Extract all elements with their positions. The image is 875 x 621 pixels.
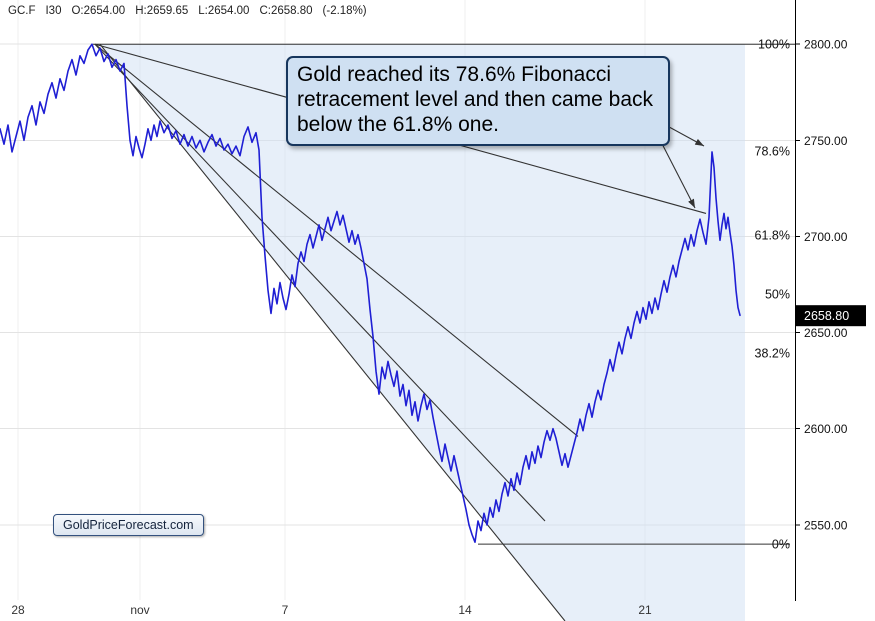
- annotation-callout[interactable]: Gold reached its 78.6% Fibonacci retrace…: [286, 56, 670, 146]
- change-value: (-2.18%): [322, 5, 367, 17]
- fib-label-0%: 0%: [772, 538, 790, 552]
- interval-label: I30: [45, 5, 62, 17]
- date-axis-label: 21: [638, 603, 652, 617]
- price-line: [0, 43, 741, 544]
- symbol-label: GC.F: [8, 5, 36, 17]
- watermark-label: GoldPriceForecast.com: [63, 518, 194, 532]
- date-axis-label: 7: [282, 603, 289, 617]
- price-axis-label: 2600.00: [804, 422, 848, 436]
- last-price-tag: [796, 305, 866, 327]
- ohlc-header: GC.F I30 O:2654.00 H:2659.65 L:2654.00 C…: [8, 5, 367, 17]
- last-price-tag-label: 2658.80: [804, 309, 849, 323]
- open-value: O:2654.00: [71, 5, 126, 17]
- date-axis-label: nov: [130, 603, 149, 617]
- fib-label-100%: 100%: [758, 38, 790, 52]
- trend-line-2: [94, 43, 546, 522]
- date-axis-label: 28: [11, 603, 25, 617]
- trend-line-3: [94, 43, 579, 437]
- price-axis-label: 2550.00: [804, 518, 848, 532]
- fib-label-50%: 50%: [765, 288, 790, 302]
- date-axis-label: 14: [458, 603, 472, 617]
- watermark-badge: GoldPriceForecast.com: [53, 514, 204, 536]
- fib-label-38.2%: 38.2%: [755, 347, 790, 361]
- fib-label-78.6%: 78.6%: [755, 145, 790, 159]
- low-value: L:2654.00: [198, 5, 250, 17]
- price-axis-label: 2650.00: [804, 326, 848, 340]
- price-axis-label: 2800.00: [804, 38, 848, 52]
- fib-label-61.8%: 61.8%: [755, 229, 790, 243]
- high-value: H:2659.65: [135, 5, 189, 17]
- price-axis-label: 2700.00: [804, 230, 848, 244]
- price-axis-label: 2750.00: [804, 134, 848, 148]
- close-value: C:2658.80: [259, 5, 313, 17]
- annotation-text: Gold reached its 78.6% Fibonacci retrace…: [297, 63, 654, 137]
